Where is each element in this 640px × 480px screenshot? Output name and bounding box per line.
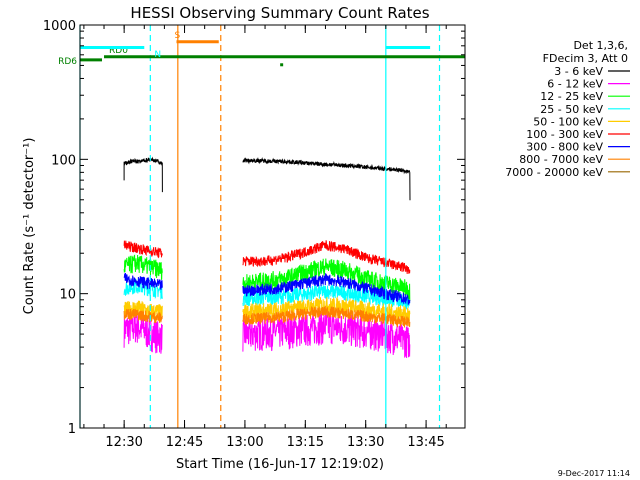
plot-frame — [79, 24, 466, 429]
legend-entry-label: 7000 - 20000 keV — [505, 166, 603, 179]
flag-label: RD6 — [58, 57, 77, 67]
y-tick-label: 10 — [59, 288, 76, 303]
series-line-25-50-keV — [242, 284, 411, 310]
series-line-800-7000-keV — [242, 305, 411, 328]
legend-header: FDecim 3, Att 0 — [543, 52, 628, 65]
y-axis-label: Count Rate (s⁻¹ detector⁻¹) — [22, 138, 37, 315]
x-tick-label: 12:45 — [166, 435, 203, 450]
axis-layer: 12:30 12:45 13:00 13:15 13:30 13:45 1 10 100 1000 — [43, 19, 465, 450]
x-tick-label: 12:30 — [105, 435, 142, 450]
x-tick-label: 13:30 — [347, 435, 384, 450]
legend-entry-label: 50 - 100 keV — [533, 115, 603, 128]
series-line-300-800-keV — [242, 273, 411, 305]
flag-label: S — [174, 31, 180, 41]
x-axis-label: Start Time (16-Jun-17 12:19:02) — [176, 457, 384, 472]
flag-label: N — [154, 50, 161, 60]
legend-entry-label: 25 - 50 keV — [540, 103, 603, 116]
x-tick-label: 13:00 — [226, 435, 263, 450]
chart-title: HESSI Observing Summary Count Rates — [130, 4, 429, 22]
series-line-6-12-keV — [242, 311, 411, 359]
y-tick-label: 1 — [68, 422, 76, 437]
x-tick-label: 13:45 — [407, 435, 444, 450]
series-line-100-300-keV — [123, 240, 163, 259]
legend-entry-label: 3 - 6 keV — [554, 65, 603, 78]
series-layer — [123, 156, 411, 359]
flag-label: RD0 — [109, 46, 128, 56]
series-line-3-6-keV — [242, 157, 411, 201]
data-dot — [280, 63, 284, 67]
footer-date: 9-Dec-2017 11:14 — [558, 469, 630, 478]
legend-entry-label: 6 - 12 keV — [547, 78, 603, 91]
series-line-800-7000-keV — [123, 308, 163, 324]
x-tick-label: 13:15 — [287, 435, 324, 450]
y-tick-label: 1000 — [43, 19, 76, 34]
y-tick-label: 100 — [51, 153, 76, 168]
series-line-100-300-keV — [242, 240, 411, 274]
legend-entry-label: 12 - 25 keV — [540, 90, 603, 103]
legend-header: Det 1,3,6, — [573, 39, 628, 52]
legend-entry-label: 300 - 800 keV — [526, 141, 603, 154]
legend-entry-label: 100 - 300 keV — [526, 128, 603, 141]
series-line-300-800-keV — [123, 272, 163, 290]
series-line-12-25-keV — [123, 254, 163, 280]
legend-entry-label: 800 - 7000 keV — [519, 153, 603, 166]
series-line-3-6-keV — [123, 156, 163, 193]
